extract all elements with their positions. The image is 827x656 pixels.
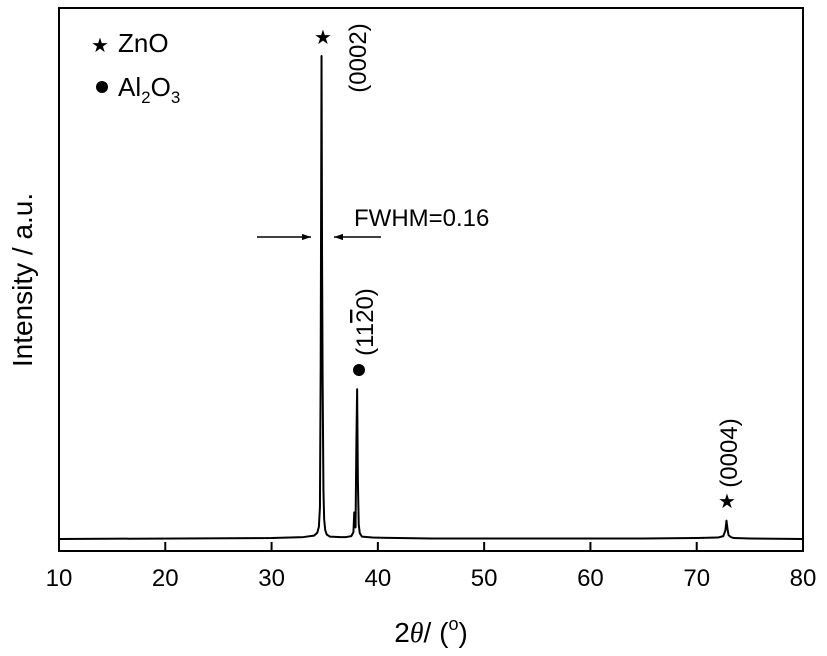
x-tick-label: 20: [152, 565, 179, 592]
fwhm-label: FWHM=0.16: [354, 205, 489, 232]
legend-circle-icon: [96, 81, 108, 93]
x-axis-title: 2θ/ (o): [394, 614, 468, 649]
xrd-pattern-line: [58, 55, 804, 540]
x-tick-label: 80: [790, 565, 817, 592]
x-axis-ticks: 10 20 30 40 50 60 70 80: [46, 542, 817, 592]
peak-label-1120: (1120): [352, 288, 379, 356]
peak-0004-star-icon: ★: [718, 491, 736, 513]
x-tick-label: 50: [471, 565, 498, 592]
legend-star-icon: ★: [91, 35, 109, 57]
peak-label-0002: (0002): [345, 23, 372, 92]
peak-label-0004: (0004): [716, 418, 743, 487]
legend: ★ ZnO Al2O3: [91, 28, 180, 107]
peak-0002-star-icon: ★: [314, 27, 332, 49]
x-tick-label: 60: [577, 565, 604, 592]
legend-label-zno: ZnO: [118, 28, 169, 58]
plot-frame: [58, 7, 804, 552]
x-tick-label: 30: [258, 565, 285, 592]
x-tick-label: 70: [683, 565, 710, 592]
x-tick-label: 40: [365, 565, 392, 592]
y-axis-title: Intensity / a.u.: [7, 193, 38, 367]
peak-1120-circle-icon: [353, 364, 365, 376]
x-tick-label: 10: [46, 565, 73, 592]
legend-label-al2o3: Al2O3: [118, 72, 180, 107]
